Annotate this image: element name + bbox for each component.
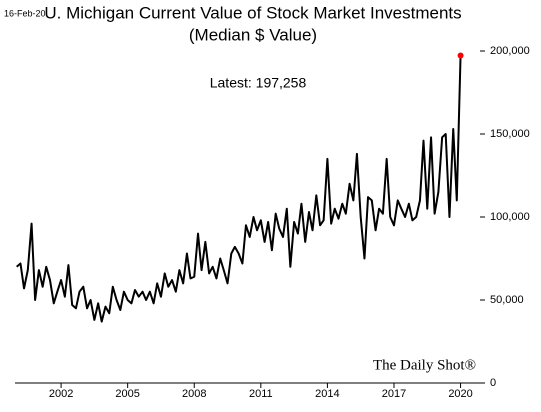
y-tick-label: 100,000 bbox=[490, 211, 530, 223]
x-tick-label: 2002 bbox=[49, 388, 73, 400]
date-stamp: 16-Feb-20 bbox=[4, 8, 46, 18]
x-tick-label: 2020 bbox=[448, 388, 472, 400]
y-tick-label: 0 bbox=[490, 377, 496, 389]
x-tick-label: 2011 bbox=[249, 388, 273, 400]
watermark: The Daily Shot® bbox=[373, 357, 476, 373]
y-tick-label: 150,000 bbox=[490, 128, 530, 140]
x-tick-label: 2008 bbox=[182, 388, 206, 400]
data-line bbox=[16, 55, 462, 323]
y-tick-label: 50,000 bbox=[490, 294, 524, 306]
latest-point bbox=[457, 52, 464, 59]
chart-subtitle: (Median $ Value) bbox=[189, 25, 317, 44]
annotation: Latest: 197,258 bbox=[210, 75, 307, 91]
chart-title: U. Michigan Current Value of Stock Marke… bbox=[44, 3, 461, 22]
y-tick-label: 200,000 bbox=[490, 45, 530, 57]
x-tick-label: 2014 bbox=[315, 388, 339, 400]
x-tick-label: 2017 bbox=[382, 388, 406, 400]
x-tick-label: 2005 bbox=[115, 388, 139, 400]
